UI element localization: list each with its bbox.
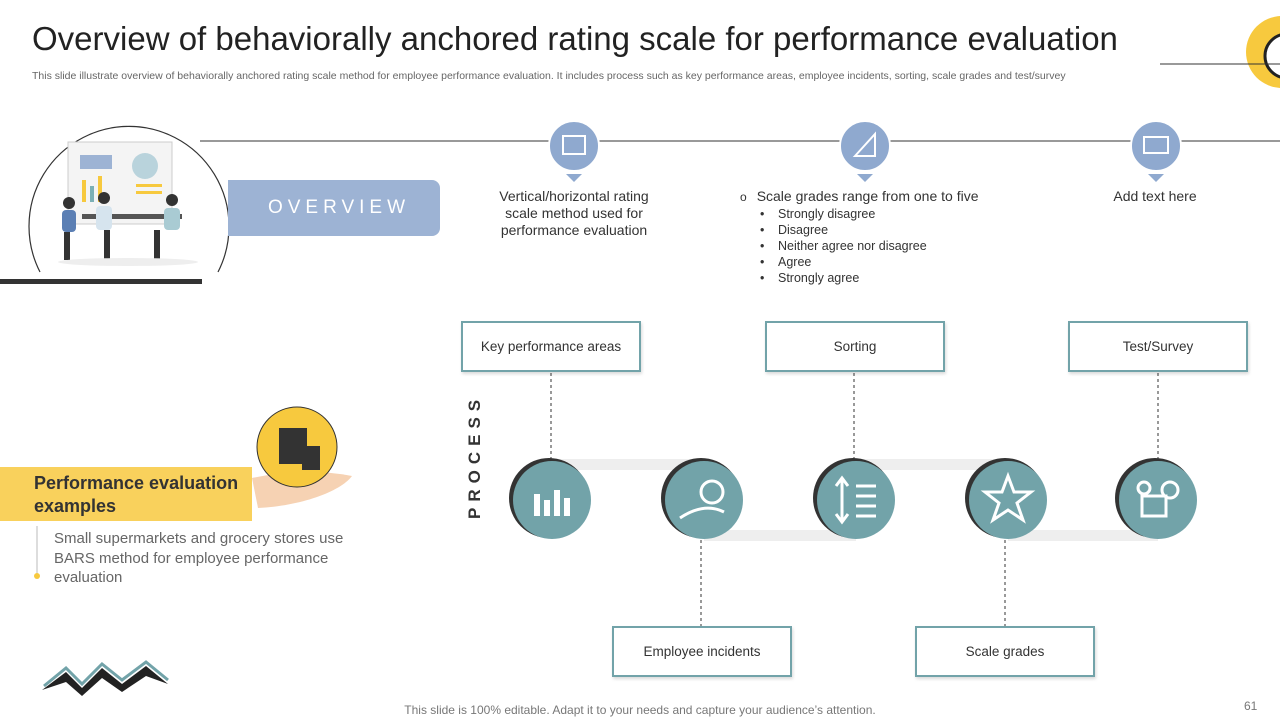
- examples-title: Performance evaluation examples: [34, 473, 239, 516]
- footer-note: This slide is 100% editable. Adapt it to…: [404, 703, 876, 717]
- process-box: Key performance areas: [461, 321, 641, 372]
- grade: Neither agree nor disagree: [740, 238, 978, 254]
- page-number: 61: [1244, 699, 1258, 713]
- pins: [548, 120, 1182, 182]
- grade-intro-row: o Scale grades range from one to five: [740, 188, 978, 204]
- grade: Strongly disagree: [740, 206, 978, 222]
- mountain-logo: [42, 666, 168, 696]
- grade-intro: Scale grades range from one to five: [756, 188, 979, 204]
- process-box: Employee incidents: [612, 626, 792, 677]
- overview-text: Vertical/horizontal rating scale method …: [499, 188, 649, 238]
- illustration: [28, 125, 230, 273]
- process-box: Test/Survey: [1068, 321, 1248, 372]
- connectors: [550, 373, 1159, 626]
- accent-ring: [1263, 33, 1280, 79]
- grade: Disagree: [740, 222, 978, 238]
- subtitle: This slide illustrate overview of behavi…: [32, 70, 1066, 82]
- grade: Agree: [740, 254, 978, 270]
- mountain-line: [43, 660, 169, 688]
- examples-band: [0, 467, 252, 521]
- process-box: Sorting: [765, 321, 945, 372]
- chart-icon: [302, 446, 320, 470]
- process-box: Scale grades: [915, 626, 1095, 677]
- examples-dot: [34, 573, 40, 579]
- process-label: PROCESS: [465, 393, 484, 519]
- base-bar: [0, 279, 202, 284]
- grade-list: o Scale grades range from one to five Str…: [740, 188, 978, 286]
- list-marker: o: [740, 190, 747, 204]
- process-circles: [509, 458, 1197, 539]
- overview-label: OVERVIEW: [228, 180, 440, 236]
- examples-text: Small supermarkets and grocery stores us…: [54, 530, 344, 586]
- title: Overview of behaviorally anchored rating…: [32, 20, 1118, 57]
- overview-text: Add text here: [1113, 188, 1197, 204]
- grade: Strongly agree: [740, 270, 978, 286]
